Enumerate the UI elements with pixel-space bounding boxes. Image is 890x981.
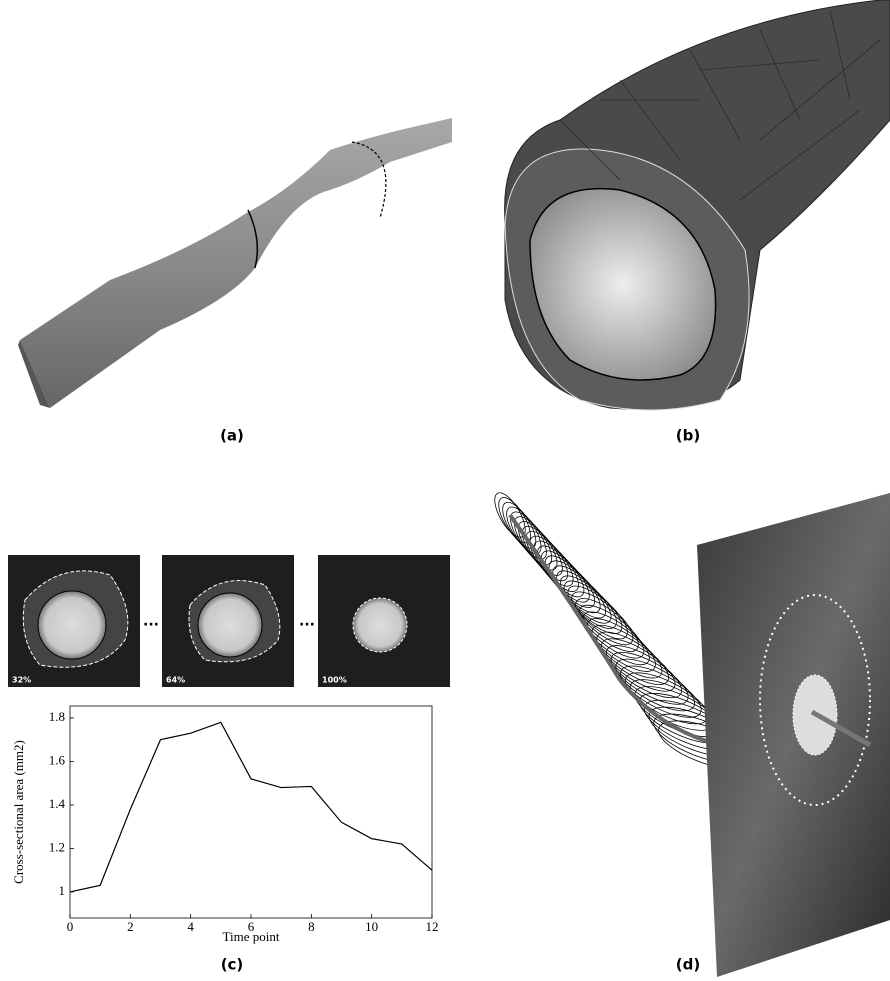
thumbnail-label: 64%: [166, 676, 185, 685]
ring: [515, 520, 569, 581]
ellipsis: ···: [299, 617, 315, 633]
panel-b-image: [505, 0, 890, 410]
ring: [553, 568, 624, 636]
y-tick-label: 1.8: [49, 709, 65, 724]
panel-label: (a): [220, 427, 244, 445]
ellipsis: ···: [143, 617, 159, 633]
x-tick-label: 8: [308, 919, 315, 934]
panel-label: (c): [221, 956, 244, 974]
thumbnail: 64%: [162, 555, 294, 687]
y-axis-label: Cross-sectional area (mm2): [11, 740, 26, 884]
figure: (a) (b) 32% ··· 64% ··· 100% Time point …: [0, 0, 890, 977]
x-tick-label: 4: [187, 919, 194, 934]
thumbnail: 32%: [8, 555, 140, 687]
ring: [519, 525, 575, 587]
plot-frame: [70, 706, 432, 918]
ring: [534, 544, 596, 609]
data-line: [70, 722, 432, 892]
ring: [500, 502, 547, 559]
thumbnail-label: 32%: [12, 676, 31, 685]
thumbnail-label: 100%: [322, 676, 347, 685]
x-tick-label: 0: [67, 919, 74, 934]
x-tick-label: 10: [365, 919, 378, 934]
x-tick-label: 12: [426, 919, 439, 934]
thumbnail: 100%: [318, 555, 450, 687]
y-tick-label: 1.6: [49, 752, 66, 767]
panel-label: (d): [676, 956, 700, 974]
y-tick-label: 1.2: [49, 839, 65, 854]
y-tick-label: 1.4: [49, 796, 66, 811]
panel-a-image: [18, 118, 452, 408]
x-tick-label: 2: [127, 919, 134, 934]
panel-d-image: [489, 488, 890, 977]
x-tick-label: 6: [248, 919, 255, 934]
ring: [557, 573, 630, 642]
y-tick-label: 1: [59, 883, 66, 898]
panel-label: (b): [676, 427, 700, 445]
